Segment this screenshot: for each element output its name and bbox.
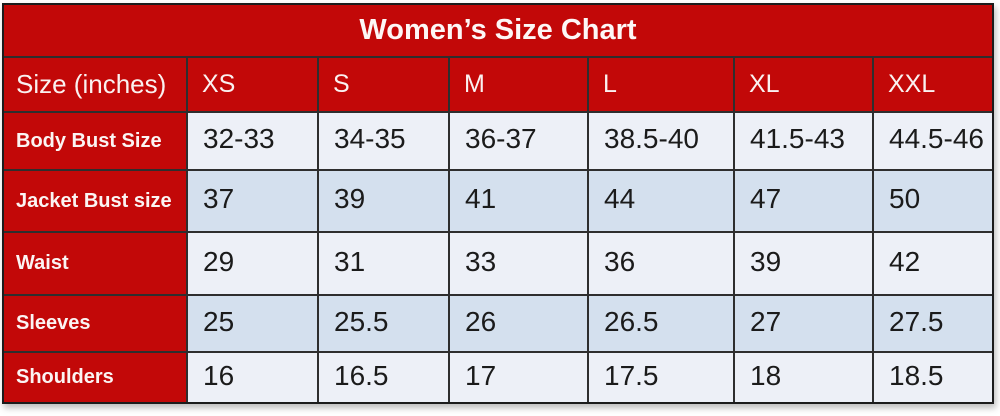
table-cell: 38.5-40 [589, 113, 735, 171]
table-cell: 37 [188, 171, 319, 233]
header-xs: XS [188, 58, 319, 113]
row-label-waist: Waist [4, 233, 188, 296]
table-cell: 44.5-46 [874, 113, 992, 171]
table-cell: 36-37 [450, 113, 589, 171]
header-s: S [319, 58, 450, 113]
row-label-sleeves: Sleeves [4, 296, 188, 353]
table-cell: 39 [735, 233, 874, 296]
womens-size-chart-table: Women’s Size Chart Size (inches) XS S M … [2, 3, 994, 404]
table-cell: 47 [735, 171, 874, 233]
table-cell: 29 [188, 233, 319, 296]
table-cell: 41.5-43 [735, 113, 874, 171]
table-cell: 36 [589, 233, 735, 296]
header-m: M [450, 58, 589, 113]
table-title: Women’s Size Chart [4, 5, 992, 58]
table-cell: 25 [188, 296, 319, 353]
table-cell: 39 [319, 171, 450, 233]
row-label-jacket-bust-size: Jacket Bust size [4, 171, 188, 233]
table-cell: 17.5 [589, 353, 735, 402]
table-cell: 42 [874, 233, 992, 296]
table-cell: 16.5 [319, 353, 450, 402]
table-cell: 31 [319, 233, 450, 296]
table-cell: 17 [450, 353, 589, 402]
row-label-shoulders: Shoulders [4, 353, 188, 402]
table-cell: 27.5 [874, 296, 992, 353]
table-cell: 44 [589, 171, 735, 233]
table-cell: 25.5 [319, 296, 450, 353]
table-cell: 34-35 [319, 113, 450, 171]
table-cell: 18.5 [874, 353, 992, 402]
header-xl: XL [735, 58, 874, 113]
header-xxl: XXL [874, 58, 992, 113]
table-cell: 16 [188, 353, 319, 402]
table-cell: 32-33 [188, 113, 319, 171]
header-size-inches: Size (inches) [4, 58, 188, 113]
row-label-body-bust-size: Body Bust Size [4, 113, 188, 171]
table-cell: 18 [735, 353, 874, 402]
table-cell: 50 [874, 171, 992, 233]
table-cell: 33 [450, 233, 589, 296]
table-cell: 27 [735, 296, 874, 353]
table-cell: 26.5 [589, 296, 735, 353]
header-l: L [589, 58, 735, 113]
table-cell: 26 [450, 296, 589, 353]
table-cell: 41 [450, 171, 589, 233]
